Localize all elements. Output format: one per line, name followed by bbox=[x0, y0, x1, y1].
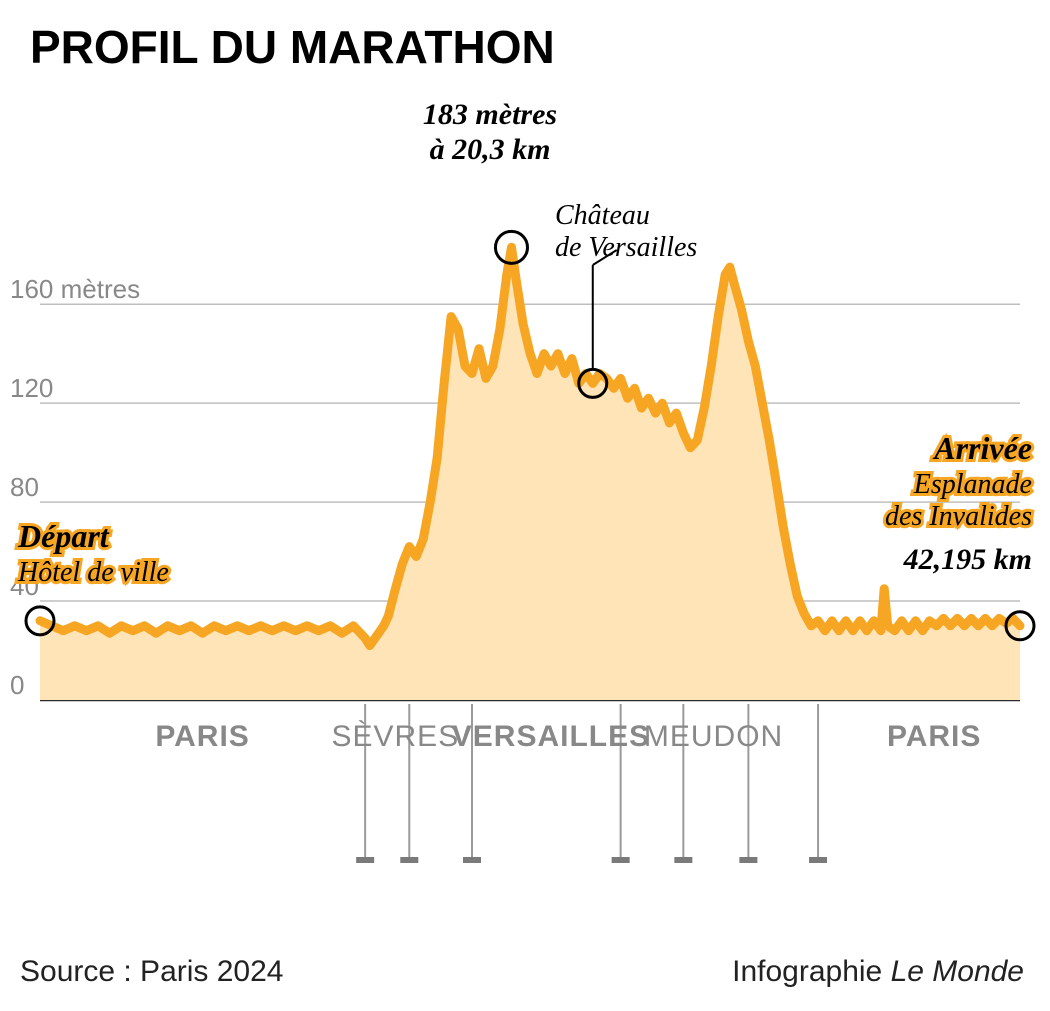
depart-sub: Hôtel de ville bbox=[18, 557, 169, 588]
peak-line2: à 20,3 km bbox=[380, 133, 600, 168]
svg-text:VERSAILLES: VERSAILLES bbox=[452, 720, 650, 753]
svg-text:120: 120 bbox=[10, 373, 53, 403]
svg-text:160 mètres: 160 mètres bbox=[10, 274, 140, 304]
peak-annotation: 183 mètres à 20,3 km bbox=[380, 98, 600, 167]
svg-text:0: 0 bbox=[10, 670, 24, 700]
chateau-line2: de Versailles bbox=[555, 232, 697, 264]
svg-text:PARIS: PARIS bbox=[155, 720, 249, 753]
chateau-line1: Château bbox=[555, 200, 697, 232]
svg-text:SÈVRES: SÈVRES bbox=[331, 720, 459, 753]
arrivee-sub2: des Invalides bbox=[885, 501, 1032, 532]
svg-text:80: 80 bbox=[10, 472, 39, 502]
arrivee-km: 42,195 km bbox=[885, 543, 1032, 578]
source-text: Source : Paris 2024 bbox=[20, 955, 283, 989]
elevation-chart: 04080120160 mètres PARISSÈVRESVERSAILLES… bbox=[0, 80, 1050, 900]
page-title: PROFIL DU MARATHON bbox=[30, 20, 555, 74]
arrivee-bold: Arrivée bbox=[934, 430, 1032, 466]
credit-italic: Le Monde bbox=[891, 955, 1024, 988]
arrivee-annotation: Arrivée Arrivée Esplanade Esplanade des … bbox=[885, 430, 1032, 578]
arrivee-sub1: Esplanade bbox=[914, 469, 1032, 500]
depart-annotation: Départ Départ Hôtel de ville Hôtel de vi… bbox=[18, 518, 169, 589]
credit-prefix: Infographie bbox=[732, 955, 890, 988]
depart-bold: Départ bbox=[18, 518, 109, 554]
credit-text: Infographie Le Monde bbox=[732, 955, 1024, 989]
chateau-annotation: Château de Versailles bbox=[555, 200, 697, 264]
peak-line1: 183 mètres bbox=[380, 98, 600, 133]
svg-text:MEUDON: MEUDON bbox=[644, 720, 783, 753]
svg-text:PARIS: PARIS bbox=[887, 720, 981, 753]
